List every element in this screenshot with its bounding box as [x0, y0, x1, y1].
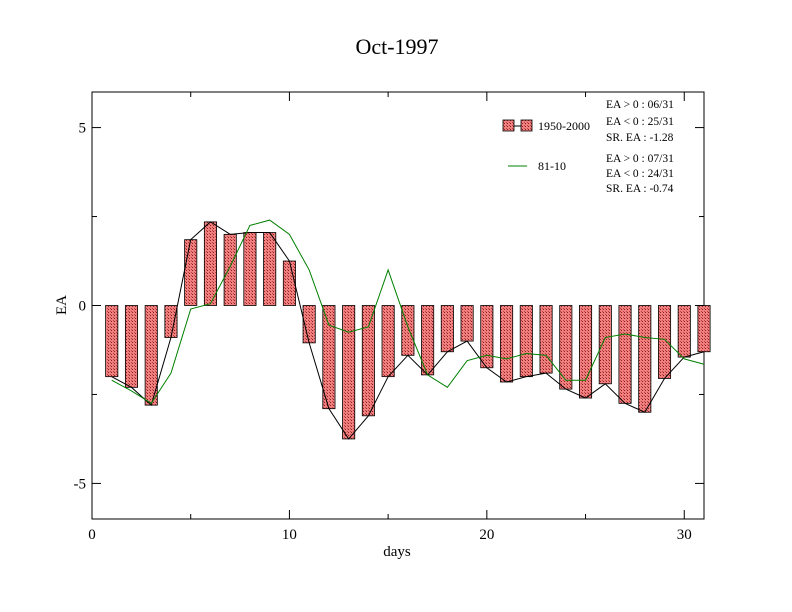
stats-a-pos: EA > 0 : 06/31 — [606, 99, 674, 111]
bar-day-14 — [361, 305, 375, 417]
bar-day-1 — [105, 305, 119, 378]
bar-day-23 — [539, 305, 553, 374]
bar-day-2 — [124, 305, 139, 388]
bar-day-25 — [579, 305, 593, 399]
bar-day-22 — [519, 305, 533, 378]
y-tick-label-2: -5 — [74, 476, 87, 492]
x-axis-label: days — [383, 544, 411, 560]
legend-label-81-10: 81-10 — [538, 159, 566, 173]
bar-day-28 — [638, 305, 652, 413]
stats-a-neg: EA < 0 : 25/31 — [606, 116, 674, 128]
legend-swatch-bar-1b — [520, 119, 533, 132]
stats-block: EA > 0 : 06/31 EA < 0 : 25/31 SR. EA : -… — [606, 99, 674, 195]
bar-day-5 — [184, 239, 198, 306]
bar-day-9 — [263, 232, 277, 306]
bar-day-30 — [677, 305, 691, 358]
bar-day-21 — [500, 305, 514, 383]
bar-day-10 — [282, 260, 296, 306]
bar-day-20 — [480, 305, 494, 369]
chart-title: Oct-1997 — [355, 34, 438, 59]
stats-b-pos: EA > 0 : 07/31 — [606, 153, 674, 165]
stats-b-sr: SR. EA : -0.74 — [606, 183, 674, 195]
stats-b-neg: EA < 0 : 24/31 — [606, 168, 674, 180]
bar-day-29 — [657, 305, 672, 379]
line-series — [111, 219, 705, 440]
bar-day-26 — [598, 305, 612, 385]
y-tick-label-1: 0 — [79, 299, 87, 315]
x-tick-label-20: 20 — [479, 527, 494, 543]
bar-day-4 — [164, 305, 178, 338]
bar-day-27 — [618, 305, 632, 404]
series-line-0 — [111, 221, 705, 440]
bar-day-13 — [342, 305, 356, 440]
bar-day-19 — [460, 305, 474, 342]
bar-day-18 — [440, 305, 454, 353]
bar-day-8 — [243, 232, 257, 306]
bar-day-6 — [203, 221, 217, 306]
legend: 1950-2000 81-10 — [502, 119, 590, 173]
x-tick-label-30: 30 — [677, 527, 692, 543]
bar-day-15 — [381, 305, 395, 378]
series-line-1 — [111, 219, 705, 405]
x-tick-label-0: 0 — [88, 527, 96, 543]
bar-day-7 — [223, 233, 237, 306]
axis-ticks: 0 10 20 30 5 0 -5 — [74, 92, 704, 543]
y-axis-label: EA — [54, 295, 70, 315]
y-tick-label-0: 5 — [79, 121, 87, 137]
legend-label-1950-2000: 1950-2000 — [538, 119, 590, 133]
x-tick-label-10: 10 — [282, 527, 297, 543]
legend-swatch-bar-1 — [502, 119, 515, 132]
stats-a-sr: SR. EA : -1.28 — [606, 132, 674, 144]
bar-day-24 — [559, 305, 573, 390]
bar-series — [105, 221, 711, 440]
bar-day-31 — [697, 305, 711, 353]
